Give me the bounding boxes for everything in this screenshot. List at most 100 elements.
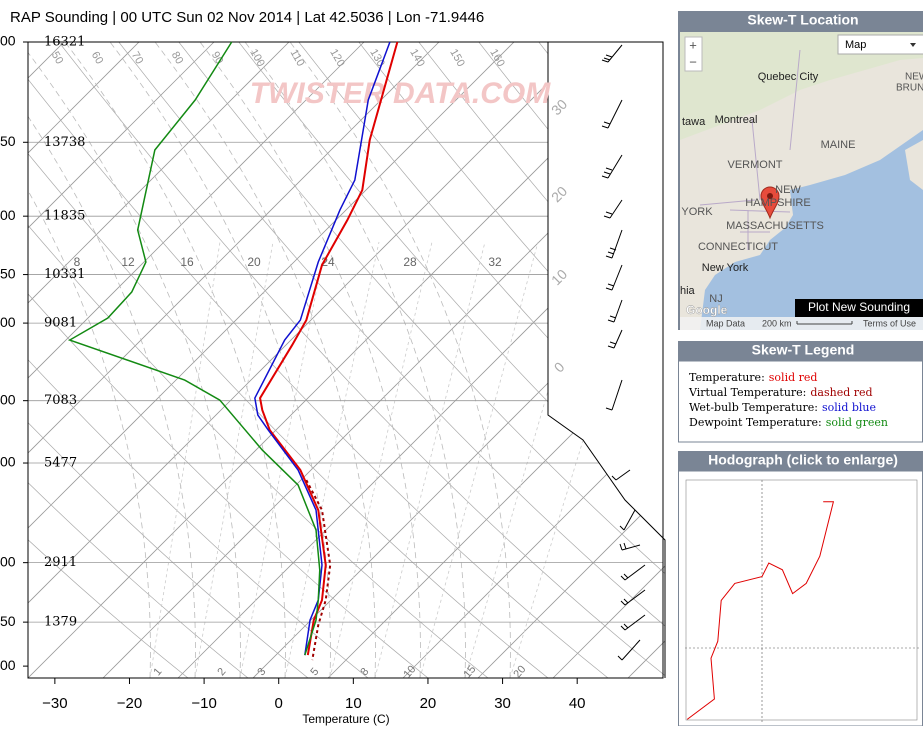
mixing-ratio-bottom-label: 1 (151, 666, 164, 678)
plot-button[interactable] (795, 299, 923, 317)
isotherm (402, 42, 665, 678)
isotherm (28, 42, 590, 678)
wind-barb (617, 639, 641, 661)
mixing-ratio-bottom-label: 8 (358, 666, 371, 678)
adiabat-label: 80 (169, 50, 186, 67)
dropdown-arrow (910, 43, 916, 47)
mixing-ratio-label: 20 (247, 255, 261, 269)
mixing-ratio-label: 28 (403, 255, 417, 269)
pressure-label: 50 (0, 265, 16, 281)
chart-title: RAP Sounding | 00 UTC Sun 02 Nov 2014 | … (10, 9, 484, 26)
mixing-ratio-line (149, 241, 221, 678)
legend-entry: Dewpoint Temperature: solid green (689, 416, 888, 429)
hodo-frame (685, 479, 918, 721)
map-pin-dot (767, 193, 773, 199)
map-label: NEW (905, 72, 923, 83)
pressure-label: 00 (0, 314, 16, 330)
wind-barb (620, 589, 646, 606)
dry-adiabat (28, 42, 309, 678)
mixing-ratio-line (284, 241, 380, 678)
plot-button-label: Plot New Sounding (808, 300, 910, 314)
map-label: HAMPSHIRE (745, 197, 810, 209)
isotherm (177, 42, 665, 678)
legend-label: Wet-bulb Temperature: (689, 401, 818, 414)
plot-frame (27, 41, 664, 679)
legend: Temperature: solid red Virtual Temperature… (688, 371, 888, 429)
hodo-line (686, 501, 835, 720)
zoom-out[interactable]: − (689, 54, 697, 69)
map-scale: 200 km (762, 318, 792, 328)
legend-entry: Wet-bulb Temperature: solid blue (689, 401, 876, 414)
plot-boundary (547, 42, 666, 678)
wind-barb (601, 154, 623, 179)
map-title: Skew-T Location (747, 12, 858, 28)
height-label: 11835 (44, 209, 85, 224)
height-label: 9081 (44, 316, 77, 331)
hodograph-header (678, 451, 923, 471)
adiabat-label: 150 (447, 47, 467, 69)
legend-style: dashed red (810, 386, 872, 399)
profile-line (259, 41, 399, 656)
moist-adiabat (28, 42, 196, 678)
wind-barb (601, 44, 623, 63)
wind-barb (603, 199, 623, 219)
google-logo: Google (686, 303, 728, 317)
map-type-button[interactable] (837, 34, 923, 55)
dry-adiabat (147, 42, 665, 678)
map-label: VERMONT (728, 159, 783, 171)
wind-barb (611, 469, 631, 481)
legend-title: Skew-T Legend (752, 342, 855, 358)
isotherm (28, 42, 365, 678)
map-type-label: Map (845, 39, 866, 51)
mixing-ratio-line (464, 241, 592, 678)
map-label: tawa (682, 116, 706, 128)
map-data: Map Data (706, 318, 745, 328)
map-label: NJ (709, 293, 722, 305)
pressure-label: 00 (0, 454, 16, 470)
pressure-label: 00 (0, 657, 16, 673)
map[interactable]: + − Map Quebec CityNEWBRUNSWItawaMontrea… (680, 32, 923, 330)
map-label: NEW (775, 184, 801, 196)
legend-style: solid blue (822, 401, 876, 414)
map-borders (699, 49, 801, 250)
legend-entry: Virtual Temperature: dashed red (688, 386, 873, 399)
moist-adiabat (244, 42, 466, 678)
adiabat-label: 120 (327, 47, 347, 69)
map-label: YORK (681, 206, 713, 218)
moist-adiabat (289, 42, 511, 678)
isotherm (102, 42, 665, 678)
dry-adiabat (28, 42, 489, 678)
x-axis-label: Temperature (C) (302, 712, 389, 726)
watermark: TWISTER DATA.COM (250, 77, 552, 110)
dry-adiabat (28, 42, 549, 678)
map-label: New York (702, 262, 749, 274)
mixing-ratio-line (239, 241, 327, 678)
legend-entry: Temperature: solid red (689, 371, 817, 384)
hodograph-body[interactable] (678, 470, 923, 727)
map-labels: Quebec CityNEWBRUNSWItawaMontrealMAINEVE… (680, 71, 923, 305)
moist-adiabat (64, 42, 286, 678)
mixing-ratio-label: 32 (488, 255, 502, 269)
mixing-ratio-line (194, 241, 274, 678)
pressure-label: 50 (0, 613, 16, 629)
wind-barb (605, 264, 623, 291)
map-land-north (680, 32, 923, 140)
isotherm (28, 42, 290, 678)
wind-barb (607, 299, 623, 323)
hodograph[interactable] (685, 479, 920, 722)
map-label: CONNECTICUT (698, 241, 778, 253)
height-label: 13738 (44, 135, 85, 150)
x-tick-label: 40 (569, 695, 586, 712)
isotherm (28, 42, 665, 678)
map-terms[interactable]: Terms of Use (863, 318, 916, 328)
map-water (700, 130, 923, 330)
hodograph-title[interactable]: Hodograph (click to enlarge) (708, 452, 898, 468)
adiabat-label: 140 (407, 47, 427, 69)
wind-barb (620, 564, 646, 581)
zoom-in[interactable]: + (689, 37, 697, 52)
isotherm (28, 42, 515, 678)
mixing-ratio-bottom-label: 3 (255, 666, 268, 678)
legend-label: Dewpoint Temperature: (689, 416, 822, 429)
dry-adiabat (28, 42, 429, 678)
